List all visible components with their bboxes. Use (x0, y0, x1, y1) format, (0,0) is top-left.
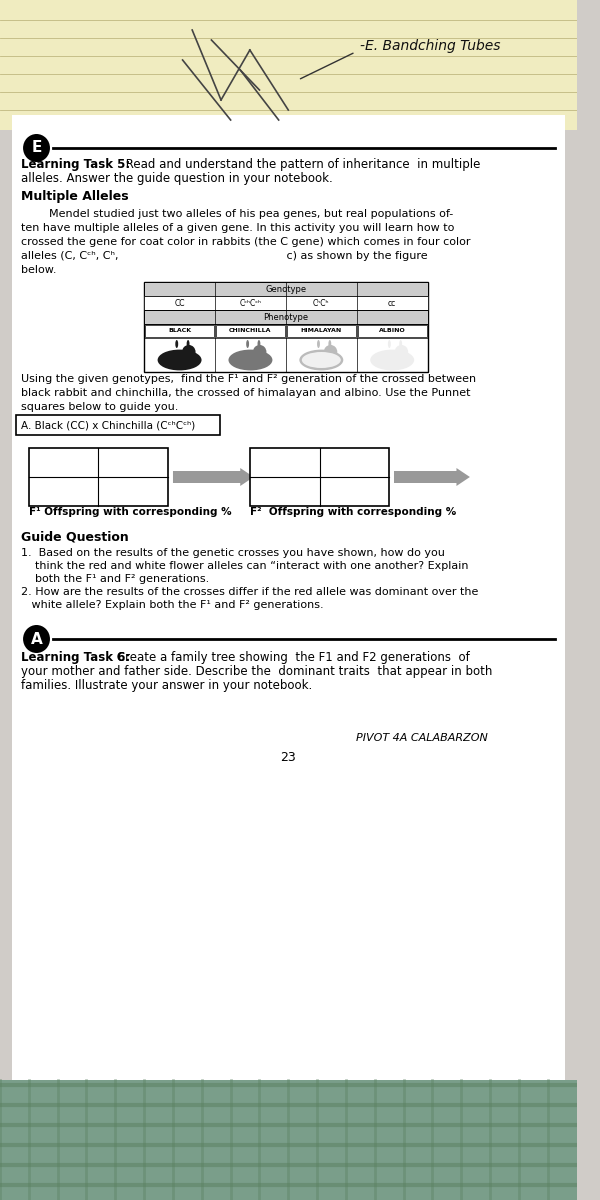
Text: A: A (31, 631, 43, 647)
Text: Guide Question: Guide Question (21, 530, 129, 542)
Text: E: E (31, 140, 42, 156)
Circle shape (23, 625, 50, 653)
Bar (11, 115, 565, 1165)
Text: A. Black (CC) x Chinchilla (CᶜʰCᶜʰ): A. Black (CC) x Chinchilla (CᶜʰCᶜʰ) (21, 420, 196, 430)
Text: Genotype: Genotype (265, 284, 307, 294)
Ellipse shape (299, 349, 343, 371)
Bar (144, 282, 428, 372)
Text: -E. Bandching Tubes: -E. Bandching Tubes (361, 38, 501, 53)
Text: crossed the gene for coat color in rabbits (the C gene) which comes in four colo: crossed the gene for coat color in rabbi… (21, 236, 470, 247)
Text: alleles. Answer the guide question in your notebook.: alleles. Answer the guide question in yo… (21, 172, 333, 185)
Circle shape (182, 344, 196, 359)
Text: alleles (C, Cᶜʰ, Cʰ,                                                c) as shown : alleles (C, Cᶜʰ, Cʰ, c) as shown (21, 251, 428, 260)
Bar (287, 325, 356, 337)
Text: ten have multiple alleles of a given gene. In this activity you will learn how t: ten have multiple alleles of a given gen… (21, 223, 455, 233)
Text: your mother and father side. Describe the  dominant traits  that appear in both: your mother and father side. Describe th… (21, 665, 493, 678)
FancyArrow shape (173, 468, 254, 486)
Ellipse shape (175, 340, 178, 348)
Ellipse shape (328, 340, 331, 348)
Text: Using the given genotypes,  find the F¹ and F² generation of the crossed between: Using the given genotypes, find the F¹ a… (21, 374, 476, 384)
Bar (0, 0, 577, 130)
Text: HIMALAYAN: HIMALAYAN (301, 329, 342, 334)
Text: think the red and white flower alleles can “interact with one another? Explain: think the red and white flower alleles c… (21, 560, 469, 571)
Text: Create a family tree showing  the F1 and F2 generations  of: Create a family tree showing the F1 and … (113, 650, 470, 664)
Bar (0, 1080, 577, 1200)
Ellipse shape (399, 340, 402, 348)
Bar (250, 448, 389, 506)
Circle shape (23, 134, 50, 162)
Text: 1.  Based on the results of the genetic crosses you have shown, how do you: 1. Based on the results of the genetic c… (21, 548, 445, 558)
Text: F¹ Offspring with corresponding %: F¹ Offspring with corresponding % (29, 506, 232, 517)
Text: Multiple Alleles: Multiple Alleles (21, 190, 129, 203)
Ellipse shape (246, 340, 249, 348)
Ellipse shape (370, 349, 414, 371)
Ellipse shape (317, 340, 320, 348)
Text: CHINCHILLA: CHINCHILLA (229, 329, 272, 334)
Text: families. Illustrate your answer in your notebook.: families. Illustrate your answer in your… (21, 679, 313, 692)
Text: cc: cc (388, 299, 397, 307)
Text: 23: 23 (280, 751, 296, 764)
Ellipse shape (257, 340, 260, 348)
Text: Phenotype: Phenotype (263, 312, 308, 322)
FancyArrow shape (394, 468, 470, 486)
Text: 2. How are the results of the crosses differ if the red allele was dominant over: 2. How are the results of the crosses di… (21, 587, 479, 596)
Text: white allele? Explain both the F¹ and F² generations.: white allele? Explain both the F¹ and F²… (21, 600, 324, 610)
Bar (358, 325, 427, 337)
Bar (216, 325, 285, 337)
Circle shape (253, 344, 266, 359)
Text: both the F¹ and F² generations.: both the F¹ and F² generations. (21, 574, 209, 584)
Circle shape (395, 344, 408, 359)
Bar (145, 325, 214, 337)
Text: below.: below. (21, 265, 56, 275)
Text: F²  Offspring with corresponding %: F² Offspring with corresponding % (250, 506, 456, 517)
Text: Learning Task 6:: Learning Task 6: (21, 650, 130, 664)
Ellipse shape (388, 340, 391, 348)
Ellipse shape (229, 349, 272, 371)
Bar (29, 448, 168, 506)
Bar (144, 282, 428, 296)
Ellipse shape (187, 340, 190, 348)
FancyBboxPatch shape (16, 415, 220, 434)
Text: PIVOT 4A CALABARZON: PIVOT 4A CALABARZON (356, 733, 487, 743)
Bar (144, 310, 428, 324)
Ellipse shape (158, 349, 202, 371)
Text: Read and understand the pattern of inheritance  in multiple: Read and understand the pattern of inher… (122, 158, 481, 170)
Text: CʰCʰ: CʰCʰ (313, 299, 329, 307)
Text: CᶜʰCᶜʰ: CᶜʰCᶜʰ (239, 299, 262, 307)
Text: ALBINO: ALBINO (379, 329, 406, 334)
Bar (144, 296, 428, 310)
Text: black rabbit and chinchilla, the crossed of himalayan and albino. Use the Punnet: black rabbit and chinchilla, the crossed… (21, 388, 470, 398)
Ellipse shape (302, 352, 341, 368)
Text: squares below to guide you.: squares below to guide you. (21, 402, 179, 412)
Circle shape (324, 344, 337, 359)
Text: BLACK: BLACK (168, 329, 191, 334)
Text: Learning Task 5:: Learning Task 5: (21, 158, 130, 170)
Text: CC: CC (175, 299, 185, 307)
Text: Mendel studied just two alleles of his pea genes, but real populations of-: Mendel studied just two alleles of his p… (21, 209, 454, 218)
